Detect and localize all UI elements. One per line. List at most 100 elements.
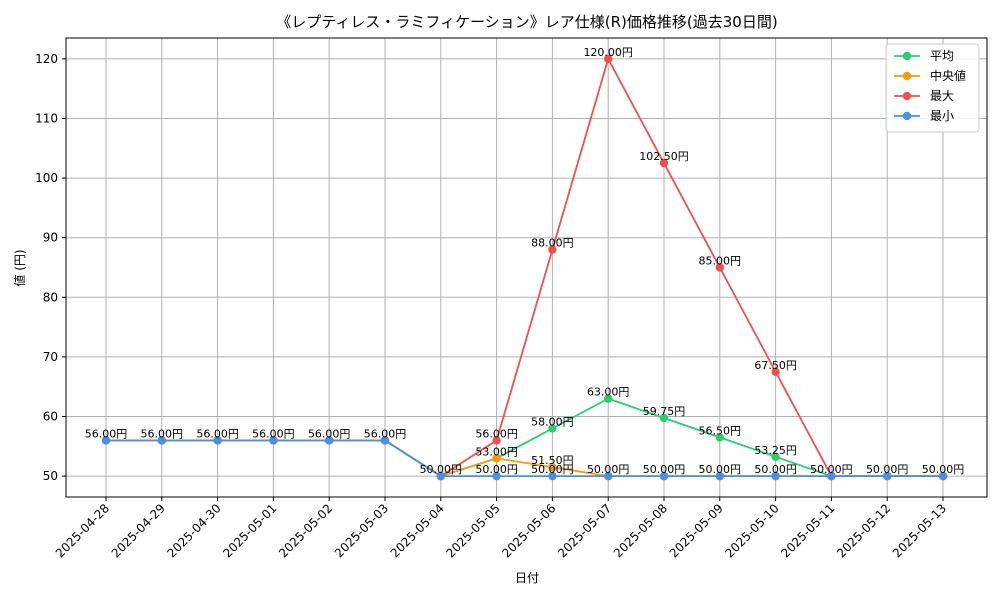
data-point — [827, 471, 836, 481]
legend-marker — [902, 111, 912, 121]
data-point — [269, 436, 278, 445]
data-point — [883, 471, 892, 481]
data-point — [604, 471, 613, 481]
y-tick-label: 120 — [35, 52, 58, 66]
y-tick-label: 110 — [35, 111, 58, 125]
legend-box — [885, 43, 980, 133]
data-point — [771, 367, 780, 377]
x-tick-label: 2025-05-11 — [778, 501, 837, 560]
legend-marker — [902, 71, 912, 81]
x-tick-label: 2025-05-13 — [890, 501, 949, 560]
data-point — [548, 245, 557, 254]
data-point — [659, 471, 669, 481]
y-axis-label: 値 (円) — [12, 249, 27, 286]
data-labels: 56.00円 56.00円 56.00円 56.00円 56.00円 56.00円 50.0… — [85, 46, 965, 476]
data-label: 56.00円 — [141, 427, 184, 440]
data-label: 50.00円 — [475, 463, 518, 476]
data-label: 56.00円 — [364, 427, 407, 440]
data-label: 56.00円 — [252, 427, 295, 440]
data-point — [436, 471, 445, 481]
legend-marker — [902, 51, 912, 61]
data-point — [492, 454, 501, 463]
x-tick-label: 2025-05-03 — [332, 501, 391, 560]
data-label: 88.00円 — [531, 237, 574, 250]
data-label: 85.00円 — [699, 255, 742, 268]
data-label: 50.00円 — [922, 463, 965, 476]
data-label: 50.00円 — [420, 463, 463, 476]
data-label: 56.00円 — [196, 427, 239, 440]
data-point — [604, 54, 613, 64]
legend-label: 平均 — [930, 49, 954, 63]
y-tick-label: 50 — [43, 469, 58, 483]
y-tick-label: 100 — [35, 171, 58, 185]
y-tick-label: 80 — [43, 290, 58, 304]
data-label: 53.00円 — [475, 445, 518, 458]
data-label: 58.00円 — [531, 415, 574, 428]
data-point — [715, 471, 724, 481]
data-point — [548, 424, 557, 433]
data-label: 120.00円 — [583, 46, 633, 59]
chart-title: 《レプティレス・ラミフィケーション》レア仕様(R)価格推移(過去30日間) — [276, 13, 777, 31]
y-tick-label: 90 — [43, 231, 58, 245]
series-line — [106, 56, 943, 478]
x-tick-label: 2025-04-28 — [53, 501, 112, 560]
data-label: 56.00円 — [85, 427, 128, 440]
data-point — [548, 471, 557, 481]
data-label: 67.50円 — [754, 359, 797, 372]
x-tick-label: 2025-04-29 — [109, 501, 168, 560]
data-point — [715, 433, 724, 442]
data-point — [492, 436, 501, 445]
data-point — [659, 413, 669, 423]
x-tick-label: 2025-04-30 — [165, 501, 224, 560]
x-tick-label: 2025-05-02 — [276, 501, 335, 560]
data-label: 59.75円 — [643, 405, 686, 418]
data-point — [380, 436, 390, 445]
y-tick-label: 70 — [43, 350, 58, 364]
data-label: 56.50円 — [699, 424, 742, 437]
data-point — [325, 436, 334, 445]
legend-label: 中央値 — [930, 68, 966, 83]
data-point — [771, 471, 780, 481]
x-tick-label: 2025-05-12 — [834, 501, 893, 560]
data-point — [659, 158, 669, 168]
legend-label: 最大 — [930, 89, 954, 103]
data-label: 50.00円 — [810, 463, 853, 476]
data-point — [604, 394, 613, 403]
plot-frame — [65, 37, 988, 498]
data-label: 63.00円 — [587, 386, 630, 399]
data-label: 56.00円 — [308, 427, 351, 440]
x-tick-label: 2025-05-10 — [723, 501, 782, 560]
data-label: 50.00円 — [754, 463, 797, 476]
data-point — [492, 471, 501, 481]
data-label: 50.00円 — [587, 463, 630, 476]
data-label: 50.00円 — [699, 463, 742, 476]
x-axis-label: 日付 — [515, 571, 539, 585]
y-tick-label: 60 — [43, 410, 58, 424]
x-tick-label: 2025-05-06 — [499, 501, 558, 560]
x-tick-label: 2025-05-09 — [667, 501, 726, 560]
x-tick-label: 2025-05-05 — [444, 501, 503, 560]
data-point — [771, 452, 780, 461]
x-tick-label: 2025-05-01 — [220, 501, 279, 560]
data-point — [548, 462, 557, 472]
data-point — [213, 436, 222, 445]
data-label: 50.00円 — [643, 463, 686, 476]
grid-lines — [66, 38, 987, 497]
legend-label: 最小 — [930, 109, 954, 123]
legend-marker — [902, 91, 912, 101]
data-point — [157, 436, 166, 445]
data-point — [715, 263, 724, 272]
x-tick-label: 2025-05-04 — [388, 501, 447, 560]
data-point — [101, 436, 111, 445]
axis-ticks: 50607080901001101202025-04-282025-04-292… — [35, 52, 949, 561]
data-label: 50.00円 — [531, 463, 574, 476]
x-tick-label: 2025-05-07 — [555, 501, 614, 560]
data-label: 53.25円 — [754, 444, 797, 457]
data-point — [938, 471, 948, 481]
series-line — [106, 439, 943, 478]
data-label: 56.00円 — [475, 427, 518, 440]
data-label: 50.00円 — [866, 463, 909, 476]
series-lines — [101, 54, 948, 481]
